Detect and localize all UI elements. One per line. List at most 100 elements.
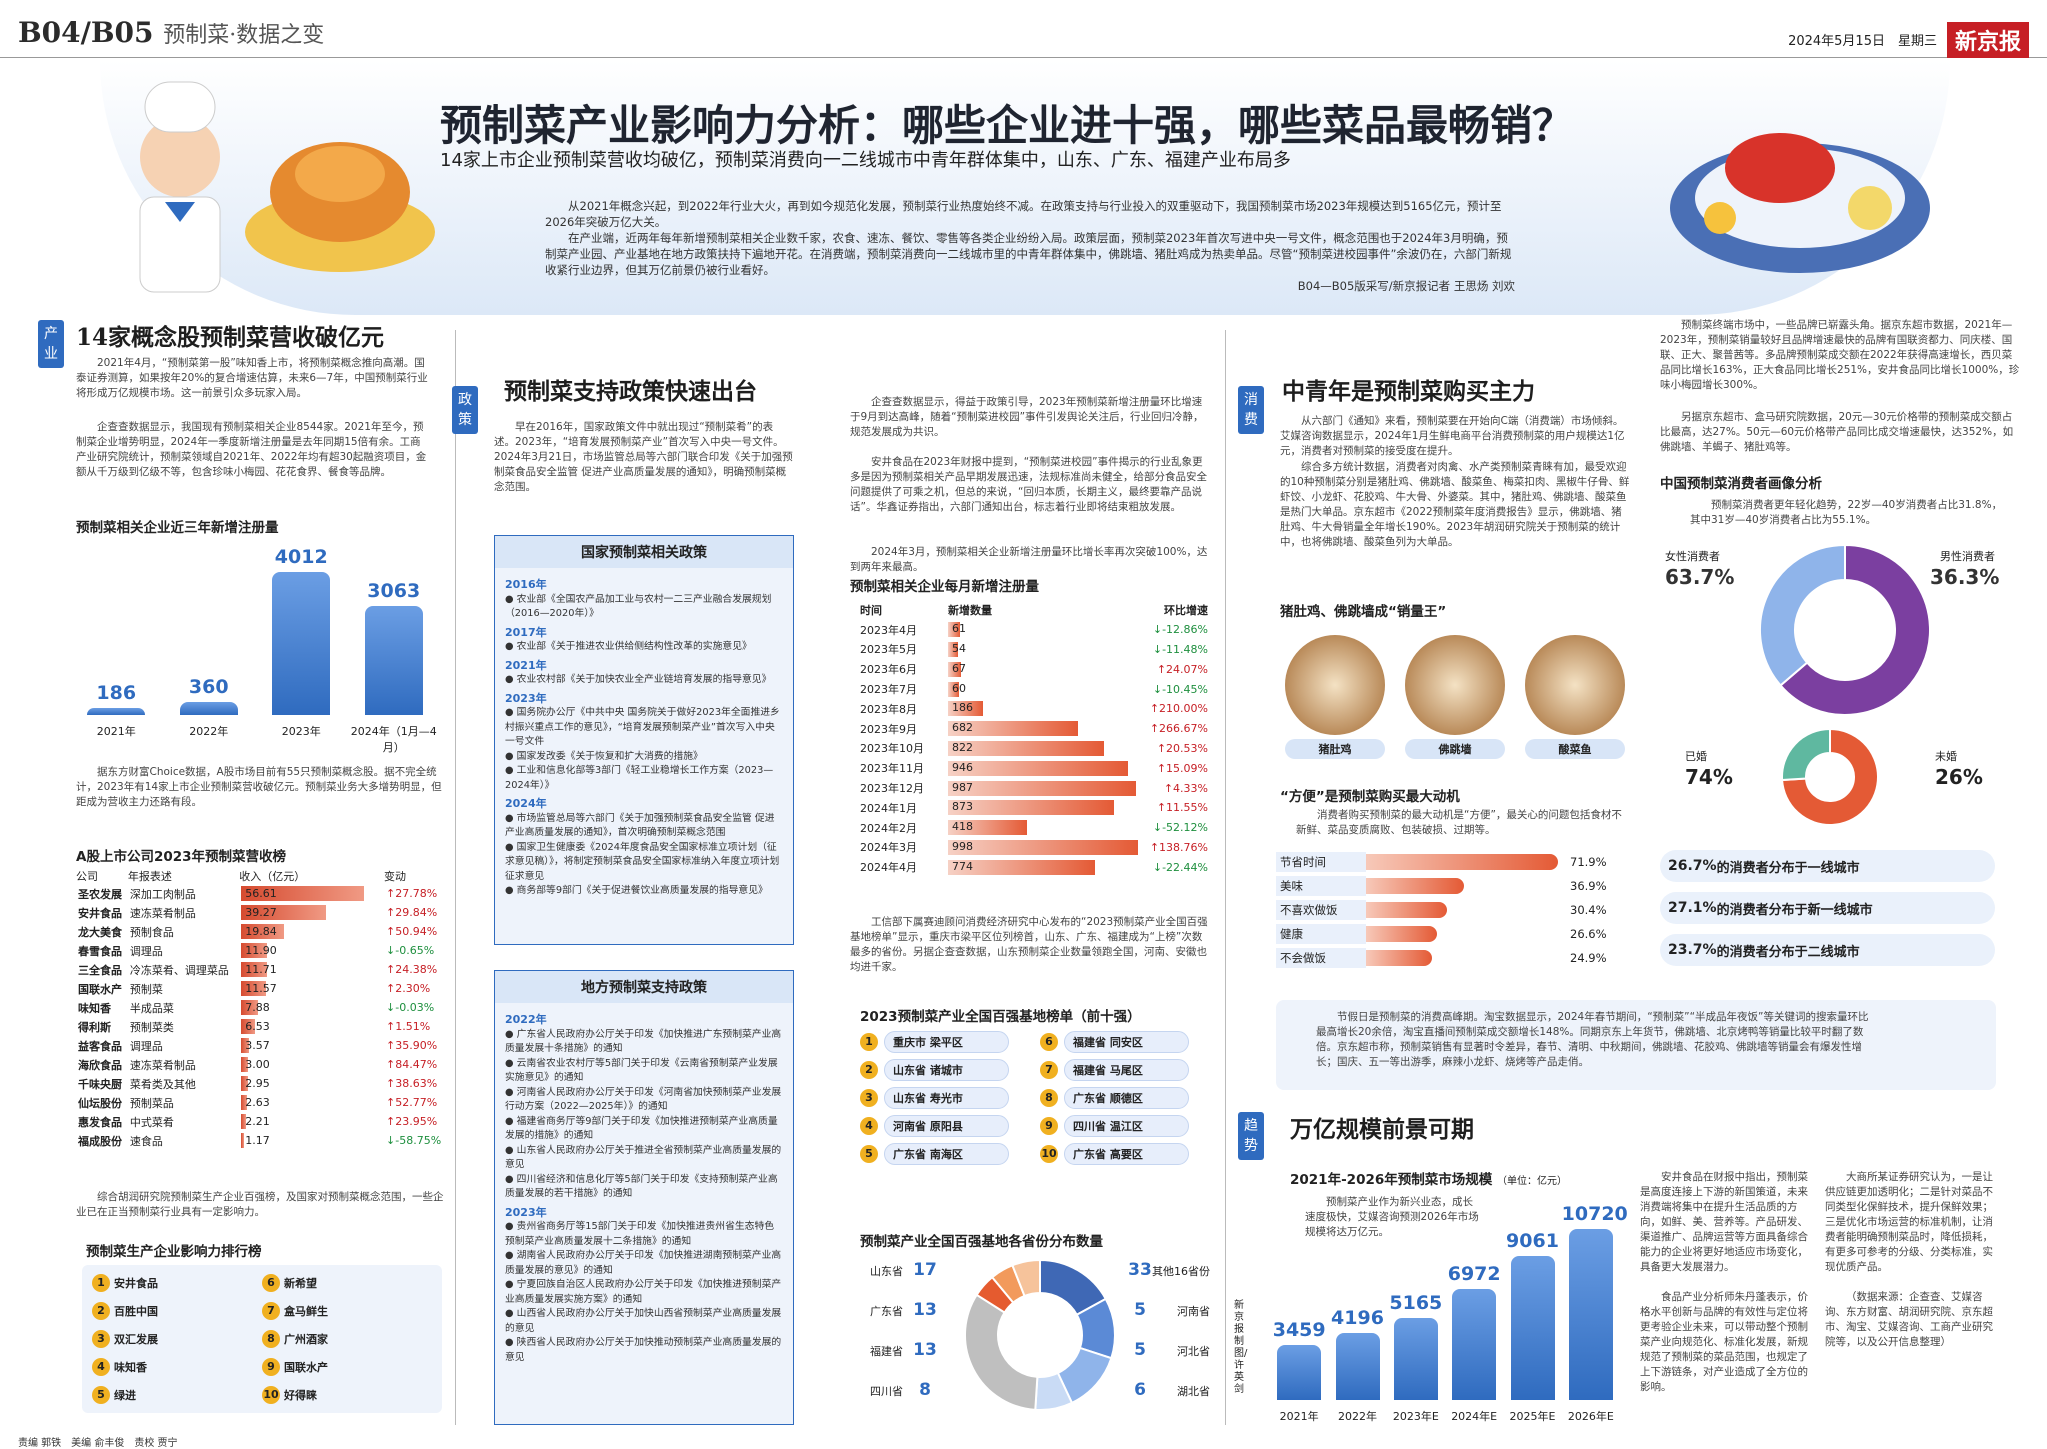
- bar-value-label: 186: [96, 682, 137, 705]
- base-district: 梁平区: [929, 1036, 963, 1049]
- base-item: 1 重庆市 梁平区: [860, 1030, 1040, 1054]
- national-policy-box: 国家预制菜相关政策 2016年 ● 农业部《全国农产品加工业与农村一二三产业融合发…: [494, 535, 794, 945]
- revenue-bar: [241, 1114, 246, 1129]
- base-province: 四川省: [1073, 1120, 1106, 1133]
- province-name: 广东省: [870, 1305, 903, 1318]
- province-name: 湖北省: [1177, 1385, 1210, 1398]
- donut-slice: [1759, 543, 1846, 687]
- revenue-value: 39.27: [245, 906, 277, 919]
- table-header: 收入（亿元）: [239, 870, 306, 883]
- business-desc: 调理品: [129, 1039, 163, 1053]
- rank-name: 新希望: [284, 1277, 317, 1290]
- month-change: ↑4.33%: [1163, 781, 1208, 795]
- bar-value-label: 10720: [1561, 1203, 1628, 1226]
- month-change: ↓-52.12%: [1152, 821, 1208, 835]
- policy-item: ● 国家发改委《关于恢复和扩大消费的措施》: [505, 750, 703, 762]
- month-change: ↓-22.44%: [1152, 860, 1208, 874]
- base-province: 福建省: [1073, 1036, 1106, 1049]
- revenue-bar-wrap: 11.90: [241, 943, 371, 958]
- base-district: 原阳县: [929, 1120, 963, 1133]
- motive-percent: 30.4%: [1570, 903, 1607, 917]
- section-title-industry: 14家概念股预制菜营收破亿元: [76, 324, 385, 351]
- province-count: 33: [1128, 1260, 1152, 1280]
- province-count: 13: [913, 1300, 937, 1320]
- month-bar-cell: 774: [948, 859, 1138, 875]
- rank-item: 3 双汇发展: [92, 1327, 262, 1351]
- rank-item: 2 百胜中国: [92, 1299, 262, 1323]
- revenue-bar-cell: 11.90: [239, 941, 384, 960]
- local-policy-box: 地方预制菜支持政策 2022年 ● 广东省人民政府办公厅关于印发《加快推进广东预制…: [494, 970, 794, 1425]
- table-row: 益客食品 调理品 3.57 ↑35.90%: [76, 1036, 448, 1055]
- base-rank: 7: [1040, 1061, 1058, 1079]
- revenue-change: ↑23.95%: [386, 1115, 438, 1128]
- base-district: 温江区: [1109, 1120, 1143, 1133]
- revenue-change: ↑29.84%: [386, 906, 438, 919]
- x-tick-label: 2022年: [189, 725, 229, 738]
- month-label: 2023年4月: [860, 623, 917, 637]
- dish-item: 猪肚鸡: [1285, 635, 1385, 759]
- policy-item: ● 河南省人民政府办公厅关于印发《河南省加快预制菜产业发展行动方案（2022—2…: [505, 1086, 782, 1113]
- section-tag-consumption: 消费: [1238, 386, 1264, 434]
- month-label: 2023年5月: [860, 643, 917, 657]
- revenue-bar: [241, 905, 327, 920]
- rank-number: 2: [92, 1302, 110, 1320]
- page-date: 2024年5月15日 星期三: [1788, 34, 1937, 49]
- revenue-change: ↓-0.65%: [386, 944, 435, 957]
- table-row: 仙坛股份 预制菜品 2.63 ↑52.77%: [76, 1093, 448, 1112]
- page-footer: 责编 郭铁 美编 俞丰俊 责校 贾宁: [18, 1438, 178, 1449]
- local-policy-title: 地方预制菜支持政策: [495, 971, 793, 1003]
- bar-value-label: 360: [188, 676, 229, 699]
- policy-year: 2016年: [505, 578, 547, 591]
- month-change: ↓-11.48%: [1152, 642, 1208, 656]
- month-bar-cell: 418: [948, 820, 1138, 836]
- table-row: 三全食品 冷冻菜肴、调理菜品 11.71 ↑24.38%: [76, 960, 448, 979]
- rank-number: 10: [262, 1386, 280, 1404]
- revenue-value: 2.95: [245, 1077, 270, 1090]
- x-tick-label: 2023年E: [1392, 1410, 1439, 1423]
- motive-percent: 71.9%: [1570, 855, 1607, 869]
- rank-item: 8 广州酒家: [262, 1327, 432, 1351]
- base-name: 四川省 温江区: [1064, 1115, 1189, 1137]
- dish-photo: [1405, 635, 1505, 735]
- motive-row: 健康 26.6%: [1276, 922, 1626, 946]
- chart-bar: [1568, 1229, 1613, 1400]
- revenue-bar-wrap: 11.71: [241, 962, 371, 977]
- base-rank: 2: [860, 1061, 878, 1079]
- city-percent: 26.7%: [1668, 858, 1717, 874]
- revenue-bar: [241, 924, 285, 939]
- motive-bar-cell: [1366, 854, 1566, 870]
- month-label: 2023年10月: [860, 742, 924, 756]
- base-name: 河南省 原阳县: [884, 1115, 1009, 1137]
- married-label: 已婚: [1685, 750, 1707, 763]
- base-rank: 1: [860, 1033, 878, 1051]
- consumption-paragraph: 从六部门《通知》来看，预制菜要在开始向C端（消费端）市场倾斜。艾媒咨询数据显示，…: [1280, 415, 1625, 457]
- month-bar: [948, 800, 1114, 816]
- chart-bar: [272, 571, 331, 715]
- revenue-change: ↑50.94%: [386, 925, 438, 938]
- industry-paragraph: 企查查数据显示，我国现有预制菜相关企业8544家。2021年至今，预制菜企业增势…: [76, 421, 427, 478]
- page-subheadline: 14家上市企业预制菜营收均破亿，预制菜消费向一二线城市中青年群体集中，山东、广东…: [440, 150, 1291, 171]
- donut-slice: [1781, 727, 1879, 826]
- revenue-bar-cell: 3.00: [239, 1055, 384, 1074]
- policy-item: ● 四川省经济和信息化厅等5部门关于印发《支持预制菜产业高质量发展的若干措施》的…: [505, 1173, 778, 1200]
- month-bar: [948, 622, 960, 638]
- revenue-bar-wrap: 7.88: [241, 1000, 371, 1015]
- trend-paragraph: 食品产业分析师朱丹蓬表示，价格水平创新与品牌的有效性与定位将更考验企业未来，可以…: [1640, 1291, 1808, 1393]
- revenue-bar: [241, 1133, 244, 1148]
- base-rank: 9: [1040, 1117, 1058, 1135]
- motive-bar-cell: [1366, 902, 1566, 918]
- revenue-bar: [241, 1095, 247, 1110]
- month-change: ↓-12.86%: [1152, 623, 1208, 637]
- policy-year: 2023年: [505, 1205, 547, 1219]
- month-value: 774: [952, 859, 973, 873]
- policy-item: ● 国家卫生健康委《2024年度食品安全国家标准立项计划（征求意见稿）》，将制定…: [505, 841, 780, 882]
- revenue-change: ↑27.78%: [386, 887, 438, 900]
- revenue-bar-cell: 2.95: [239, 1074, 384, 1093]
- policy-item: ● 商务部等9部门《关于促进餐饮业高质量发展的指导意见》: [505, 885, 768, 896]
- motive-bar-cell: [1366, 950, 1566, 966]
- month-bar: [948, 641, 959, 657]
- policy-item: ● 农业部《关于推进农业供给侧结构性改革的实施意见》: [505, 641, 752, 652]
- business-desc: 预制菜类: [129, 1020, 174, 1034]
- rank-number: 7: [262, 1302, 280, 1320]
- base-name: 广东省 高要区: [1064, 1143, 1189, 1165]
